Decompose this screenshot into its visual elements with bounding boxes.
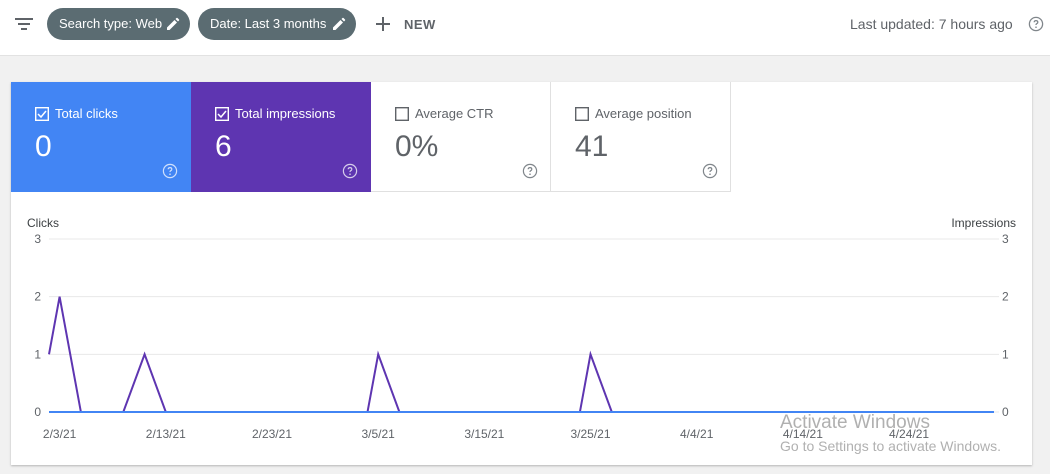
help-icon[interactable] <box>1028 16 1044 32</box>
help-icon[interactable] <box>702 163 718 179</box>
left-y-tick-label: 2 <box>34 290 41 304</box>
x-tick-label: 4/24/21 <box>889 427 929 441</box>
checkbox-unchecked-icon[interactable] <box>575 107 589 121</box>
x-tick-label: 2/3/21 <box>43 427 77 441</box>
right-y-tick-label: 0 <box>1002 405 1009 419</box>
right-axis-title: Impressions <box>951 216 1016 230</box>
filter-icon[interactable] <box>13 13 35 35</box>
right-y-tick-label: 3 <box>1002 232 1009 246</box>
metric-label: Total clicks <box>55 106 118 121</box>
right-y-tick-label: 1 <box>1002 347 1009 361</box>
top-toolbar: Search type: Web Date: Last 3 months NEW… <box>0 0 1050 56</box>
total-impressions-metric-tile[interactable]: Total impressions 6 <box>191 82 371 192</box>
x-tick-label: 4/4/21 <box>680 427 714 441</box>
new-button-label: NEW <box>404 16 436 32</box>
metric-label: Total impressions <box>235 106 336 121</box>
date-range-filter-chip[interactable]: Date: Last 3 months <box>198 8 356 40</box>
last-updated-text: Last updated: 7 hours ago <box>850 16 1013 32</box>
left-y-tick-label: 1 <box>34 347 41 361</box>
help-icon[interactable] <box>522 163 538 179</box>
metric-value: 41 <box>575 130 609 163</box>
x-tick-label: 2/23/21 <box>252 427 292 441</box>
metric-value: 0% <box>395 130 439 163</box>
search-type-filter-chip[interactable]: Search type: Web <box>47 8 190 40</box>
right-y-tick-label: 2 <box>1002 290 1009 304</box>
performance-line-chart: 0 0 1 1 2 2 3 3 2/3/21 2/13/21 2/23/21 3/5/21 3/15/2… <box>34 232 1009 441</box>
metric-label: Average CTR <box>415 106 494 121</box>
x-tick-label: 4/14/21 <box>783 427 823 441</box>
performance-card: Total clicks 0 Total impressions 6 Avera… <box>11 82 1032 465</box>
checkbox-unchecked-icon[interactable] <box>395 107 409 121</box>
x-tick-label: 2/13/21 <box>146 427 186 441</box>
search-type-chip-label: Search type: Web <box>59 16 163 31</box>
x-tick-label: 3/5/21 <box>361 427 395 441</box>
average-ctr-metric-tile[interactable]: Average CTR 0% <box>371 82 551 192</box>
edit-pencil-icon[interactable] <box>332 17 346 31</box>
x-tick-label: 3/25/21 <box>570 427 610 441</box>
checkbox-checked-icon[interactable] <box>215 107 229 121</box>
average-position-metric-tile[interactable]: Average position 41 <box>551 82 731 192</box>
help-icon[interactable] <box>342 163 358 179</box>
metric-value: 6 <box>215 130 232 163</box>
checkbox-checked-icon[interactable] <box>35 107 49 121</box>
metric-label: Average position <box>595 106 692 121</box>
edit-pencil-icon[interactable] <box>166 17 180 31</box>
metric-value: 0 <box>35 130 52 163</box>
total-clicks-metric-tile[interactable]: Total clicks 0 <box>11 82 191 192</box>
new-filter-button[interactable]: NEW <box>373 10 436 38</box>
left-y-tick-label: 0 <box>34 405 41 419</box>
left-axis-title: Clicks <box>27 216 59 230</box>
help-icon[interactable] <box>162 163 178 179</box>
left-y-tick-label: 3 <box>34 232 41 246</box>
plus-icon <box>376 17 390 31</box>
x-tick-label: 3/15/21 <box>464 427 504 441</box>
date-chip-label: Date: Last 3 months <box>210 16 327 31</box>
